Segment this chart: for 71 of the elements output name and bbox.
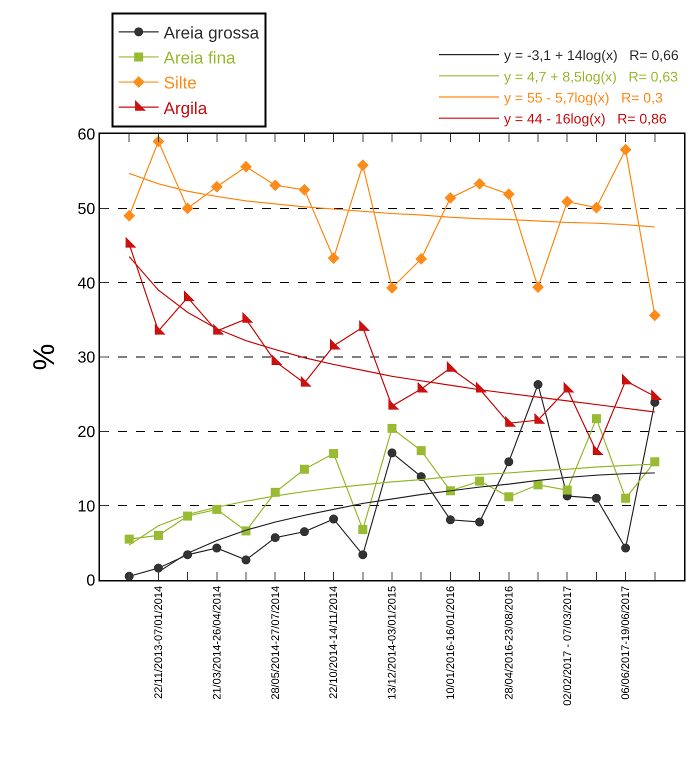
point (621, 544, 630, 553)
point (269, 179, 282, 192)
point (444, 192, 456, 204)
x-tick-label: 28/05/2014-27/07/2014 (270, 586, 282, 700)
point (328, 252, 340, 264)
legend-label: Argila (164, 98, 208, 118)
legend-label: y = 44 - 16log(x) R= 0,86 (504, 110, 667, 127)
y-axis-title: % (28, 344, 61, 370)
point (648, 310, 661, 322)
point (562, 486, 572, 495)
x-tick-label: 21/03/2014-26/04/2014 (211, 586, 224, 700)
x-tick-label: 10/01/2016-16/01/2016 (444, 586, 457, 700)
point (621, 494, 630, 503)
x-tick-label: 22/10/2014-14/11/2014 (328, 586, 340, 699)
x-tick-label: 06/06/2017-19/06/2017 (620, 586, 632, 700)
point (152, 136, 164, 148)
point (358, 524, 368, 534)
x-tick-label: 22/11/2013-07/01/2014 (152, 586, 165, 699)
point (592, 494, 601, 503)
y-tick-label: 20 (78, 424, 96, 441)
point (388, 424, 396, 433)
point (154, 530, 163, 540)
point (532, 281, 544, 293)
legend-label: y = 55 - 5,7log(x) R= 0,3 (504, 89, 663, 106)
y-tick-label: 10 (78, 498, 96, 516)
y-tick-label: 30 (78, 350, 96, 367)
point (300, 464, 309, 474)
point (300, 527, 309, 536)
point (561, 196, 574, 208)
point (475, 476, 484, 486)
point (474, 178, 486, 190)
point (534, 380, 542, 389)
point (124, 534, 134, 544)
legend-label: y = 4,7 + 8,5log(x) R= 0,63 (504, 68, 678, 84)
legend-label: y = -3,1 + 14log(x) R= 0,66 (504, 47, 679, 64)
legend-label: Silte (164, 74, 197, 93)
point (590, 202, 602, 214)
point (504, 492, 514, 502)
point (240, 160, 252, 173)
y-tick-label: 60 (78, 126, 96, 144)
point (592, 414, 601, 424)
point (356, 159, 369, 172)
point (504, 457, 514, 466)
legend-label: Areia grossa (164, 23, 260, 42)
point (270, 533, 280, 542)
point (210, 180, 223, 193)
point (650, 457, 660, 466)
point (182, 202, 194, 214)
point (386, 282, 398, 294)
x-tick-label: 02/02/2017 - 07/03/2017 (562, 586, 574, 706)
x-tick-label: 13/12/2014-03/01/2015 (386, 586, 399, 700)
point (242, 555, 250, 564)
point (502, 188, 515, 200)
point (534, 480, 542, 490)
point (123, 210, 136, 222)
point (212, 544, 222, 553)
point (298, 184, 310, 196)
y-tick-label: 50 (78, 200, 96, 218)
point (388, 448, 396, 458)
point (358, 550, 368, 560)
point (416, 446, 426, 456)
point (475, 518, 484, 527)
point (620, 144, 632, 156)
y-tick-label: 40 (78, 275, 96, 292)
x-tick-label: 28/04/2016-23/08/2016 (503, 586, 516, 700)
point (329, 514, 338, 524)
legend-label: Areia fina (164, 48, 236, 68)
point (446, 515, 455, 524)
point (415, 253, 428, 265)
y-tick-label: 0 (86, 572, 96, 590)
point (329, 449, 338, 458)
